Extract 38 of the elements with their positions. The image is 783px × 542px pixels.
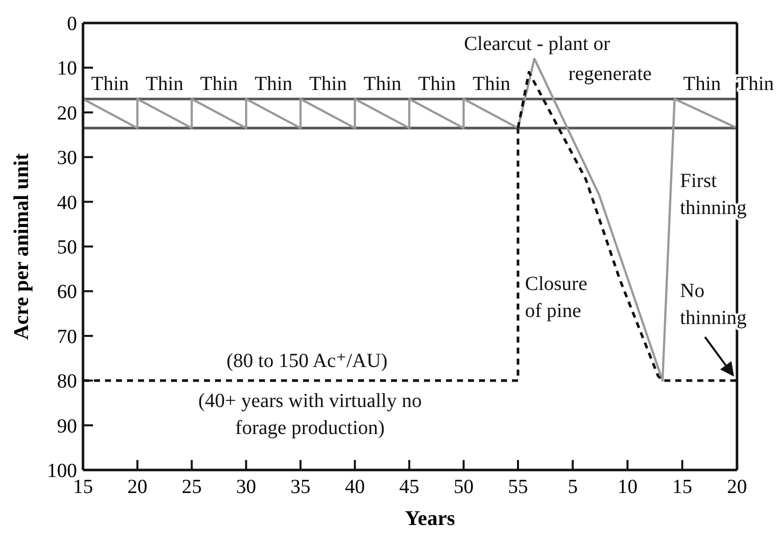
y-tick-label: 80 — [57, 370, 77, 393]
annotation: Thin — [254, 73, 292, 95]
y-tick-label: 30 — [57, 147, 77, 170]
x-tick-label: 30 — [236, 476, 256, 498]
annotation: Closure of pine — [525, 273, 588, 322]
x-tick-label: 50 — [454, 476, 474, 498]
y-axis-title: Acre per animal unit — [9, 153, 33, 340]
annotation: (80 to 150 Ac⁺/AU) — [226, 350, 388, 372]
annotation: Thin — [364, 73, 402, 95]
y-tick-label: 70 — [57, 326, 77, 348]
x-tick-label: 10 — [618, 476, 638, 498]
annotation: Thin — [418, 73, 456, 95]
x-tick-label: 25 — [182, 476, 202, 498]
x-tick-label: 40 — [344, 476, 365, 498]
annotation: Thin — [200, 73, 238, 95]
annotation: regenerate — [568, 63, 652, 85]
y-tick-label: 40 — [57, 192, 77, 214]
x-tick-label: 15 — [672, 476, 692, 498]
x-tick-label: 20 — [727, 476, 747, 498]
annotation: (40+ years with virtually no forage production) — [198, 390, 422, 439]
y-tick-label: 50 — [57, 236, 77, 258]
annotation: Thin — [472, 73, 510, 95]
x-tick-label: 55 — [508, 476, 528, 498]
y-tick-label: 20 — [57, 102, 77, 124]
x-tick-label: 35 — [290, 476, 310, 498]
annotation: Clearcut - plant or — [464, 33, 610, 55]
y-tick-label: 10 — [57, 58, 77, 80]
annotation: Thin — [309, 73, 347, 95]
annotation: Thin — [683, 73, 721, 95]
annotation: Thin — [146, 73, 184, 95]
x-tick-label: 20 — [127, 476, 148, 498]
y-tick-label: 90 — [57, 415, 77, 438]
annotation: Thin — [91, 73, 129, 95]
x-tick-label: 45 — [399, 476, 420, 498]
x-tick-label: 5 — [568, 476, 578, 498]
y-tick-label: 0 — [67, 13, 77, 35]
y-tick-label: 60 — [57, 281, 77, 304]
x-axis-title: Years — [404, 506, 456, 530]
